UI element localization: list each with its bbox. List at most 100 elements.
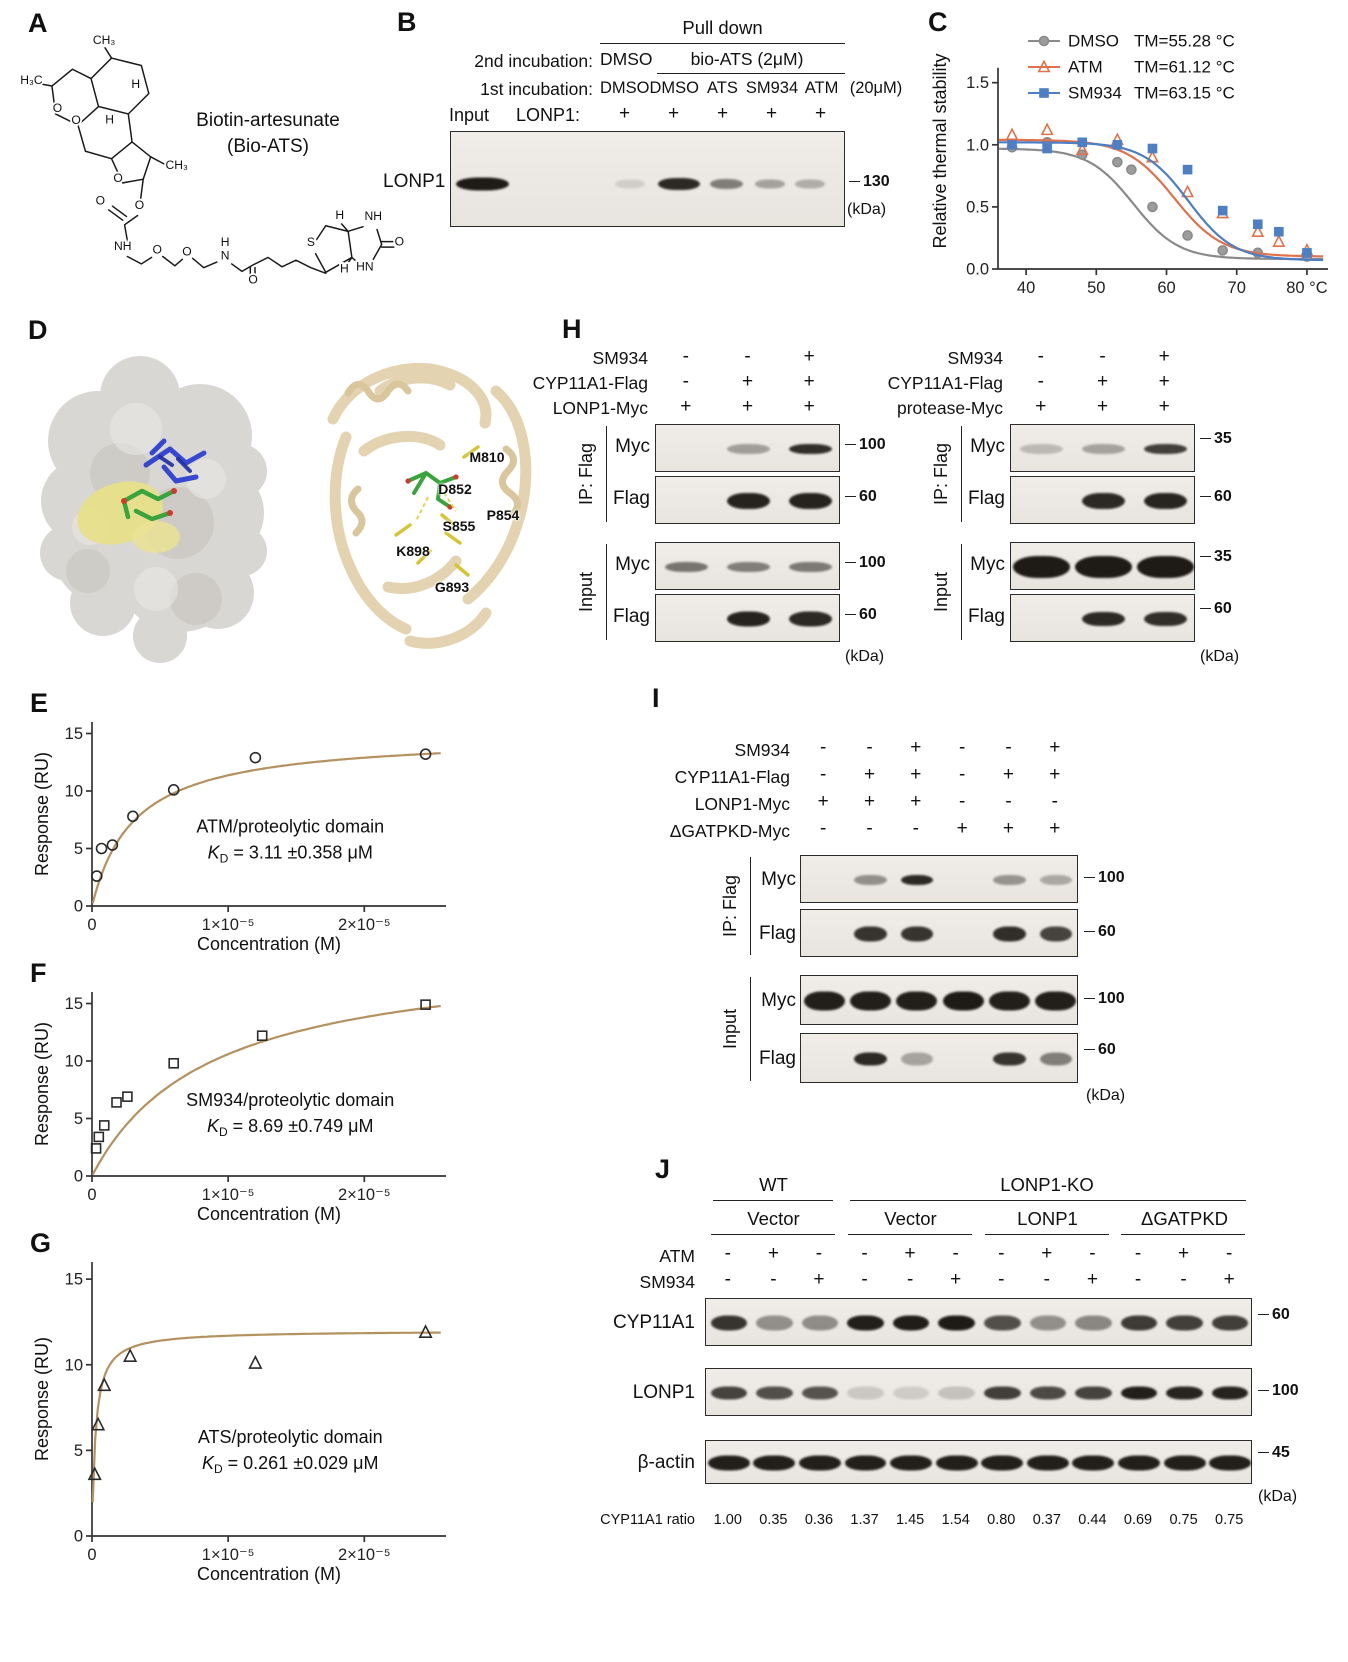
- cyp11a1-blot: [705, 1298, 1252, 1346]
- blot-band: [984, 1386, 1021, 1400]
- blot-band: [788, 493, 832, 509]
- data-point: [95, 842, 108, 855]
- kda-label: (kDa): [845, 648, 885, 665]
- residue-label-layer: M810 D852 P854 S855 K898 G893: [288, 329, 563, 679]
- ribbon-structure-wrap: M810 D852 P854 S855 K898 G893: [288, 329, 563, 679]
- blot-band: [1143, 493, 1187, 509]
- blot-band: [938, 1386, 975, 1400]
- lane-value: -: [861, 1269, 868, 1290]
- data-point: [1147, 143, 1158, 154]
- x-tick-label: 2×10⁻⁵: [338, 1186, 391, 1204]
- marker-value: 130: [863, 173, 890, 190]
- input-myc-blot: [655, 542, 840, 590]
- atom-label: O: [152, 243, 161, 257]
- lane-value: -: [952, 1243, 959, 1264]
- x-tick-label: 1×10⁻⁵: [202, 1186, 255, 1204]
- y-tick-label: 15: [65, 725, 83, 743]
- lane-value: -: [1051, 791, 1058, 812]
- lane-value: -: [1089, 1243, 1096, 1264]
- atom-label: O: [113, 171, 122, 185]
- blot-band: [844, 1455, 887, 1471]
- blot-band: [755, 179, 785, 189]
- fit-line: [998, 147, 1324, 261]
- atom-label: HN: [356, 259, 373, 273]
- atom-label: H: [221, 235, 230, 249]
- row-label-myc: Myc: [615, 436, 650, 457]
- blot-band: [1075, 1315, 1112, 1331]
- y-tick-label: 5: [74, 1442, 83, 1460]
- x-tick-label: 0: [87, 1186, 96, 1204]
- lane-value: 0.37: [1032, 1512, 1061, 1528]
- blot-band: [984, 1315, 1021, 1331]
- blot-band: [1075, 1386, 1112, 1400]
- input-section-label: Input: [720, 1008, 740, 1050]
- atom-label: O: [53, 101, 62, 115]
- sign-values-sm934: - - +: [1010, 346, 1195, 368]
- thermal-stability-chart: 0.0 0.5 1.0 1.5 40 50 60 70 80 °C Relative therma…: [930, 27, 1344, 305]
- blot-band: [890, 1455, 933, 1471]
- lane-value: -: [866, 818, 873, 839]
- blot-band: [942, 991, 984, 1011]
- compound-abbr: (Bio-ATS): [227, 135, 309, 157]
- blot-row-label-lonp1: LONP1: [383, 171, 446, 192]
- y-tick-label: 0: [74, 1168, 83, 1186]
- atom-label: O: [248, 273, 257, 287]
- second-incubation-bioats: bio-ATS (2μM): [690, 49, 804, 69]
- y-tick-label: 5: [74, 840, 83, 858]
- y-tick-label: 15: [65, 995, 83, 1013]
- blot-band: [993, 1052, 1026, 1066]
- blot-band: [1118, 1455, 1160, 1471]
- data-point: [1251, 224, 1265, 238]
- row-label-myc: Myc: [615, 554, 650, 575]
- kda-label: (kDa): [847, 201, 887, 218]
- marker-value: 100: [1098, 869, 1125, 886]
- marker-value: 60: [1098, 1041, 1116, 1058]
- marker-value: 35: [1214, 430, 1232, 447]
- subgroup-underline: [985, 1234, 1109, 1235]
- lane-value: -: [820, 737, 827, 758]
- lane-value: 0.44: [1078, 1512, 1107, 1528]
- row-label-flag: Flag: [968, 488, 1005, 509]
- spr-chart-ats: 0 5 10 15 0 1×10⁻⁵ 2×10⁻⁵ Response (RU) Concentr…: [32, 1248, 464, 1586]
- lane-value: 0.36: [804, 1512, 834, 1528]
- blot-band: [896, 991, 938, 1011]
- marker-tick: [845, 614, 856, 616]
- row-label-flag: Flag: [759, 923, 796, 944]
- marker: 60: [845, 606, 877, 624]
- blot-band: [710, 1315, 747, 1331]
- lane-value: 1.00: [713, 1512, 742, 1528]
- sign-values-lonp1-myc: + + + - - -: [800, 791, 1078, 813]
- marker-value: 60: [1214, 600, 1232, 617]
- blot-band: [1075, 556, 1132, 578]
- lane-value: +: [803, 346, 815, 367]
- data-point: [168, 1058, 179, 1069]
- blot-band: [989, 991, 1030, 1011]
- annotation-line1: SM934/proteolytic domain: [186, 1090, 394, 1110]
- linker-bonds: [107, 178, 327, 278]
- lane-value: 1.45: [895, 1512, 925, 1528]
- blot-band: [900, 926, 934, 942]
- first-incubation-label: 1st incubation:: [480, 79, 593, 99]
- sign-label-cyp11a1-flag: CYP11A1-Flag: [674, 767, 790, 787]
- atom-label: O: [96, 193, 105, 207]
- subgroup-underline: [711, 1234, 835, 1235]
- atom-label: CH₃: [93, 33, 115, 47]
- blot-band: [938, 1315, 975, 1331]
- marker: 100: [845, 436, 886, 454]
- ip-flag-bracket: [750, 857, 751, 955]
- lane-value: -: [682, 371, 689, 392]
- lane-value: +: [813, 1269, 825, 1290]
- annotation-kd: KD = 3.11 ±0.358 μM: [208, 842, 373, 865]
- marker: 100: [1084, 869, 1125, 887]
- x-tick-label: 80 °C: [1286, 279, 1328, 297]
- y-tick-label: 15: [65, 1271, 83, 1289]
- chart-svg: 0.0 0.5 1.0 1.5 40 50 60 70 80 °C Relative therma…: [930, 32, 1328, 297]
- panel-h: H SM934 - - + CYP11A1-Flag - + + LONP1-Myc +…: [530, 314, 1345, 683]
- lane-value: +: [1049, 764, 1061, 785]
- legend-tm: TM=61.12 °C: [1134, 58, 1235, 77]
- lane-value: +: [956, 818, 968, 839]
- marker-value: 100: [859, 554, 886, 571]
- marker-tick: [845, 444, 856, 446]
- sign-label-cyp11a1-flag: CYP11A1-Flag: [887, 373, 1003, 393]
- atom-label: H: [131, 77, 140, 91]
